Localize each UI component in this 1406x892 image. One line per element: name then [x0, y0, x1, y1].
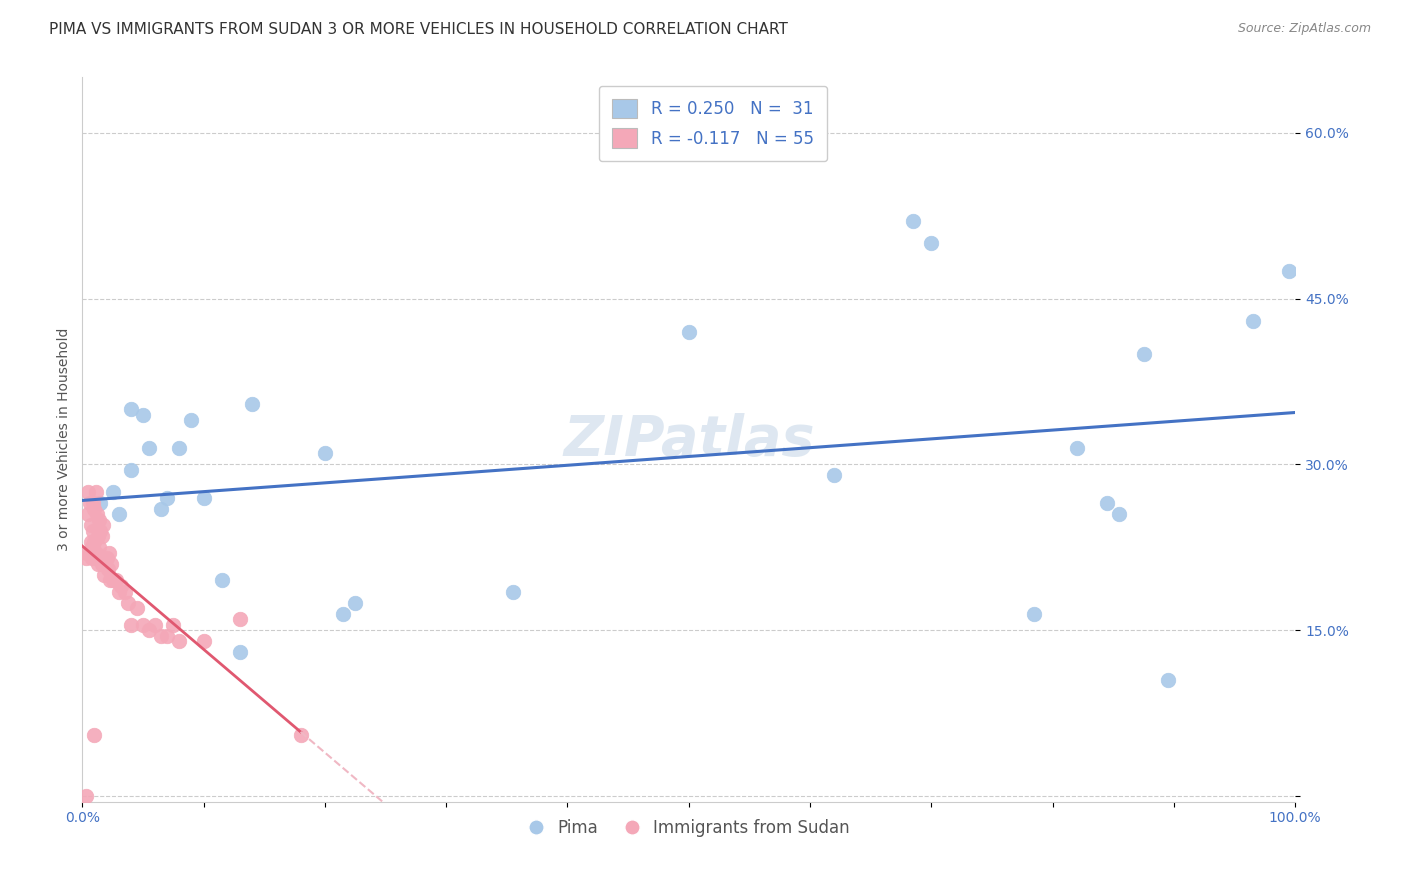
Text: PIMA VS IMMIGRANTS FROM SUDAN 3 OR MORE VEHICLES IN HOUSEHOLD CORRELATION CHART: PIMA VS IMMIGRANTS FROM SUDAN 3 OR MORE …: [49, 22, 789, 37]
Point: [84, 485, 107, 500]
Point: [901, 214, 924, 228]
Point: [77, 485, 100, 500]
Point: [89, 513, 111, 527]
Point: [82, 496, 104, 510]
Point: [82, 524, 104, 538]
Point: [314, 446, 336, 460]
Point: [1066, 441, 1088, 455]
Point: [93, 568, 115, 582]
Point: [89, 524, 111, 538]
Point: [83, 728, 105, 742]
Point: [1108, 507, 1130, 521]
Point: [344, 596, 367, 610]
Point: [86, 551, 108, 566]
Point: [138, 624, 160, 638]
Point: [89, 551, 111, 566]
Point: [1157, 673, 1180, 687]
Point: [1095, 496, 1118, 510]
Point: [1132, 347, 1154, 361]
Point: [75, 789, 97, 803]
Point: [143, 617, 166, 632]
Point: [1024, 607, 1046, 621]
Point: [290, 728, 312, 742]
Point: [120, 463, 142, 477]
Point: [162, 617, 184, 632]
Point: [80, 534, 103, 549]
Point: [150, 629, 173, 643]
Point: [90, 557, 112, 571]
Y-axis label: 3 or more Vehicles in Household: 3 or more Vehicles in Household: [58, 328, 72, 551]
Point: [502, 584, 524, 599]
Point: [98, 574, 121, 588]
Point: [1241, 313, 1264, 327]
Point: [79, 496, 101, 510]
Point: [89, 496, 111, 510]
Point: [91, 518, 114, 533]
Point: [920, 236, 942, 251]
Point: [97, 562, 120, 576]
Point: [823, 468, 845, 483]
Point: [132, 408, 155, 422]
Point: [229, 612, 252, 626]
Point: [80, 551, 103, 566]
Point: [180, 413, 202, 427]
Point: [87, 529, 110, 543]
Point: [84, 546, 107, 560]
Point: [678, 325, 700, 339]
Point: [107, 584, 129, 599]
Point: [90, 529, 112, 543]
Point: [229, 645, 252, 659]
Point: [80, 541, 103, 555]
Text: ZIPatlas: ZIPatlas: [562, 412, 814, 467]
Point: [125, 601, 148, 615]
Point: [114, 584, 136, 599]
Point: [156, 629, 179, 643]
Point: [83, 534, 105, 549]
Point: [110, 579, 132, 593]
Point: [101, 485, 124, 500]
Point: [169, 441, 191, 455]
Point: [120, 617, 142, 632]
Point: [77, 507, 100, 521]
Point: [120, 402, 142, 417]
Point: [240, 396, 263, 410]
Point: [87, 557, 110, 571]
Point: [1278, 264, 1301, 278]
Point: [332, 607, 354, 621]
Point: [132, 617, 155, 632]
Legend: Pima, Immigrants from Sudan: Pima, Immigrants from Sudan: [520, 813, 856, 844]
Text: Source: ZipAtlas.com: Source: ZipAtlas.com: [1237, 22, 1371, 36]
Point: [96, 551, 118, 566]
Point: [101, 574, 124, 588]
Point: [138, 441, 160, 455]
Point: [193, 491, 215, 505]
Point: [193, 634, 215, 648]
Point: [169, 634, 191, 648]
Point: [76, 546, 98, 560]
Point: [98, 546, 121, 560]
Point: [94, 557, 117, 571]
Point: [105, 574, 128, 588]
Point: [117, 596, 139, 610]
Point: [89, 541, 111, 555]
Point: [107, 507, 129, 521]
Point: [150, 501, 173, 516]
Point: [100, 557, 122, 571]
Point: [83, 501, 105, 516]
Point: [80, 518, 103, 533]
Point: [75, 551, 97, 566]
Point: [103, 574, 125, 588]
Point: [156, 491, 179, 505]
Point: [86, 507, 108, 521]
Point: [79, 546, 101, 560]
Point: [211, 574, 233, 588]
